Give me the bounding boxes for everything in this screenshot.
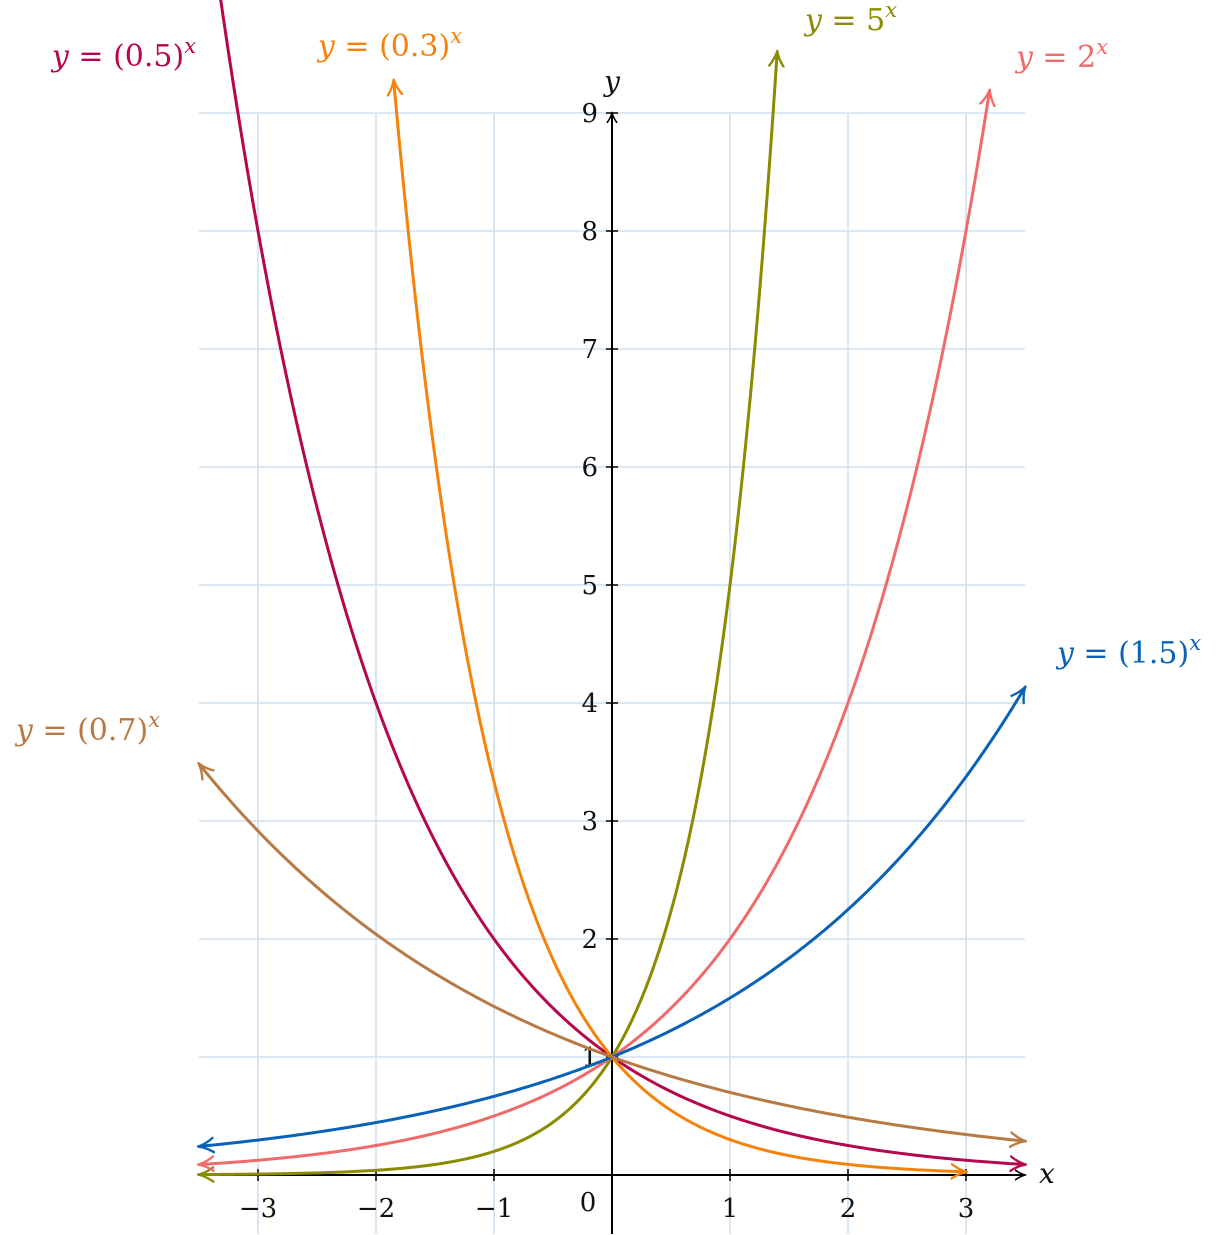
curve-label-5: y = 5x	[803, 0, 897, 38]
curve-0-5	[217, 0, 1025, 1165]
y-tick-label: 7	[581, 335, 598, 365]
x-tick-label: 2	[840, 1194, 857, 1224]
x-tick-label: −1	[475, 1194, 513, 1224]
x-tick-label: −2	[357, 1194, 395, 1224]
curve-label-0-7: y = (0.7)x	[14, 708, 160, 748]
y-tick-label: 5	[581, 571, 598, 601]
y-tick-label: 8	[581, 217, 598, 247]
y-tick-label: 4	[581, 689, 598, 719]
curve-5	[199, 52, 777, 1175]
x-tick-label: −3	[239, 1194, 277, 1224]
curve-labels: y = (0.5)x y = (0.3)x y = 5x y = 2x y = (1.5…	[14, 0, 1201, 748]
curve-label-0-5: y = (0.5)x	[50, 34, 196, 74]
curve-2	[199, 91, 990, 1165]
y-tick-label: 6	[581, 453, 598, 483]
curve-0-7	[199, 764, 1025, 1141]
curve-label-0-3: y = (0.3)x	[316, 24, 462, 64]
y-tick-label: 2	[581, 925, 598, 955]
curve-label-1-5: y = (1.5)x	[1055, 631, 1201, 671]
x-tick-label: 3	[958, 1194, 975, 1224]
y-axis-label: y	[602, 65, 621, 98]
axes: x y 0	[199, 65, 1055, 1234]
curve-0-3	[394, 81, 966, 1172]
x-axis-label: x	[1039, 1157, 1055, 1190]
y-tick-label: 3	[581, 807, 598, 837]
y-tick-label: 9	[581, 99, 598, 129]
x-tick-label: 1	[722, 1194, 739, 1224]
origin-label: 0	[580, 1188, 597, 1218]
curves	[199, 0, 1025, 1175]
curve-label-2: y = 2x	[1014, 35, 1108, 75]
